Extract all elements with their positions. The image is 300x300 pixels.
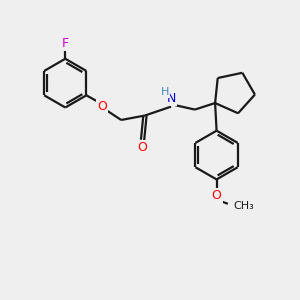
Text: CH₃: CH₃: [234, 201, 255, 211]
Text: F: F: [62, 38, 69, 50]
Text: N: N: [167, 92, 176, 105]
Text: H: H: [160, 87, 169, 97]
Text: O: O: [138, 140, 148, 154]
Text: O: O: [212, 189, 221, 202]
Text: O: O: [97, 100, 107, 113]
